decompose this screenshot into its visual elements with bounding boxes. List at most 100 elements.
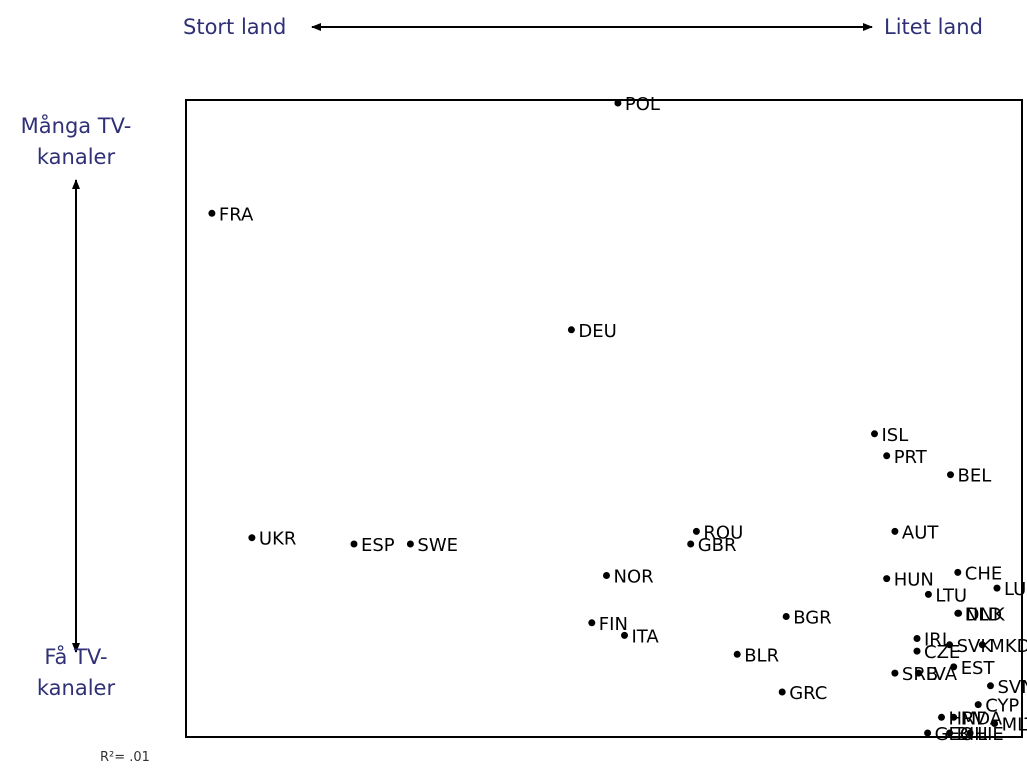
point-label: UKR — [259, 529, 297, 550]
data-point-est: EST — [950, 658, 995, 679]
point-marker — [924, 729, 932, 737]
point-label: ISL — [882, 425, 909, 446]
point-marker — [891, 527, 899, 535]
point-label: DNK — [966, 604, 1006, 625]
data-point-deu: DEU — [567, 321, 617, 342]
plot-frame — [185, 99, 1023, 738]
point-label: HUN — [894, 570, 934, 591]
data-point-lva: LVA — [915, 664, 958, 685]
data-point-ukr: UKR — [248, 529, 296, 550]
y-top-label-line-2: kanaler — [37, 145, 116, 169]
point-marker — [603, 572, 610, 579]
y-bottom-label-line-1: Få TV- — [44, 644, 107, 669]
point-label: GBR — [698, 535, 737, 556]
point-label: SWE — [417, 535, 458, 556]
data-point-hun: HUN — [883, 570, 934, 591]
point-marker — [946, 641, 954, 649]
point-marker — [938, 713, 945, 721]
point-marker — [208, 209, 216, 217]
x-right-label: Litet land — [884, 15, 983, 39]
point-marker — [915, 669, 923, 677]
point-label: ITA — [632, 626, 660, 647]
point-marker — [913, 647, 921, 655]
data-point-irl: IRL — [913, 630, 952, 651]
y-bottom-label-line-2: kanaler — [37, 676, 116, 700]
data-point-lux: LUX — [993, 579, 1027, 600]
data-point-svk: SVK — [946, 636, 993, 657]
point-label: FRA — [219, 204, 254, 225]
data-point-geo: GEO — [924, 724, 974, 745]
data-point-nor: NOR — [603, 567, 654, 588]
data-point-esp: ESP — [350, 535, 395, 556]
point-marker — [924, 590, 932, 598]
point-label: CZE — [924, 642, 960, 663]
point-label: FIN — [599, 614, 628, 635]
point-marker — [950, 713, 958, 721]
data-point-fra: FRA — [208, 204, 254, 225]
point-label: HRV — [949, 708, 987, 729]
data-point-blr: BLR — [733, 645, 779, 666]
point-label: BLR — [744, 645, 779, 666]
data-point-nld: NLD — [954, 604, 1002, 625]
point-label: CYP — [985, 696, 1019, 717]
data-point-svn: SVN — [987, 677, 1027, 698]
data-point-isl: ISL — [871, 425, 908, 446]
point-marker — [621, 631, 628, 639]
point-label: SVN — [998, 677, 1027, 698]
data-point-hrv: HRV — [938, 708, 987, 729]
point-label: LTU — [935, 585, 967, 606]
point-label: LIE — [977, 724, 1004, 745]
y-top-label-line-1: Många TV- — [21, 113, 132, 138]
point-label: MKD — [989, 636, 1027, 657]
data-point-cyp: CYP — [974, 696, 1019, 717]
point-label: ROU — [703, 522, 743, 543]
point-marker — [692, 527, 700, 535]
data-point-ltu: LTU — [924, 585, 967, 606]
data-point-ita: ITA — [621, 626, 659, 647]
point-marker — [950, 663, 958, 671]
point-label: AUT — [902, 522, 939, 543]
point-label: SVK — [957, 636, 994, 657]
point-label: LUX — [1004, 579, 1027, 600]
data-point-bel: BEL — [947, 466, 991, 487]
point-marker — [987, 682, 994, 690]
point-marker — [993, 584, 1001, 592]
point-label: ESP — [361, 535, 395, 556]
point-label: GRC — [789, 683, 827, 704]
point-marker — [733, 650, 741, 658]
point-label: BGR — [793, 608, 832, 629]
point-marker — [883, 575, 891, 583]
point-marker — [350, 540, 358, 548]
point-marker — [978, 641, 986, 649]
point-label: CHE — [965, 563, 1002, 584]
point-marker — [614, 99, 622, 107]
point-label: NLD — [965, 604, 1002, 625]
point-marker — [891, 669, 899, 677]
point-marker — [974, 701, 982, 709]
data-point-cze: CZE — [913, 642, 960, 663]
point-marker — [883, 452, 891, 460]
point-marker — [991, 720, 999, 727]
point-label: NOR — [614, 567, 654, 588]
point-label: GEO — [935, 724, 975, 745]
point-marker — [782, 613, 790, 620]
data-point-grc: GRC — [778, 683, 827, 704]
point-label: MLT — [1002, 715, 1027, 736]
x-left-label: Stort land — [183, 15, 286, 39]
data-point-pol: POL — [614, 94, 660, 115]
point-label: EST — [961, 658, 996, 679]
point-marker — [954, 609, 962, 617]
data-point-mlt: MLT — [991, 715, 1027, 736]
point-marker — [913, 635, 921, 642]
data-point-aut: AUT — [891, 522, 939, 543]
point-marker — [687, 540, 695, 548]
data-point-lie: LIE — [966, 724, 1004, 745]
point-marker — [248, 534, 256, 542]
point-marker — [954, 568, 962, 576]
point-marker — [947, 471, 954, 479]
data-point-gbr: GBR — [687, 535, 737, 556]
data-point-che: CHE — [954, 563, 1002, 584]
point-marker — [871, 430, 878, 438]
